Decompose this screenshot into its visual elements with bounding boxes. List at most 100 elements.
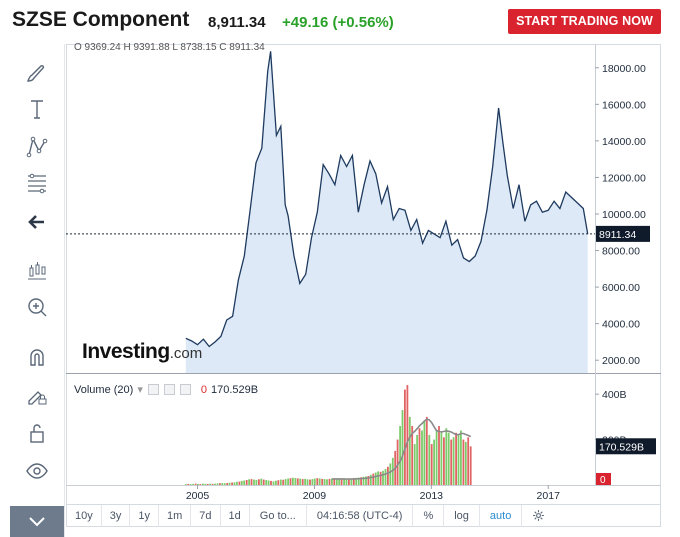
brush-tool[interactable] xyxy=(10,58,64,88)
volume-bar xyxy=(423,421,426,485)
back-arrow-icon xyxy=(28,215,44,229)
magnet-tool[interactable] xyxy=(10,342,64,372)
start-trading-button[interactable]: START TRADING NOW xyxy=(508,9,661,34)
volume-bar xyxy=(355,478,358,485)
volume-bar xyxy=(340,479,343,485)
fib-retracement-tool[interactable] xyxy=(10,168,64,198)
volume-bar xyxy=(187,483,190,485)
volume-bar xyxy=(304,478,306,485)
y-tick-label: 10000.00 xyxy=(602,209,646,221)
volume-bar xyxy=(216,483,219,485)
volume-bar xyxy=(275,480,277,485)
visibility-toggle-icon[interactable] xyxy=(163,384,175,395)
chart-settings-button[interactable] xyxy=(522,505,555,527)
period-3y[interactable]: 3y xyxy=(102,504,131,527)
logo-brand: Investing xyxy=(82,340,170,363)
volume-bar xyxy=(184,484,187,485)
period-7d[interactable]: 7d xyxy=(191,504,221,527)
measure-icon xyxy=(28,262,46,280)
volume-ma-line xyxy=(331,418,472,480)
volume-indicator-label: Volume (20) xyxy=(74,383,134,396)
volume-bar xyxy=(301,479,304,485)
measure-tool[interactable] xyxy=(10,256,64,286)
fib-retracement-icon xyxy=(28,173,46,194)
period-1m[interactable]: 1m xyxy=(159,504,192,527)
volume-bar xyxy=(367,475,370,485)
back-tool[interactable] xyxy=(10,207,64,237)
auto-scale-toggle[interactable]: auto xyxy=(480,504,523,527)
volume-bar xyxy=(438,426,440,485)
volume-bar xyxy=(435,430,438,485)
volume-bar xyxy=(335,479,338,485)
volume-bar xyxy=(382,470,384,485)
volume-bar xyxy=(430,444,433,485)
volume-bar xyxy=(202,483,204,485)
volume-bar xyxy=(197,483,199,485)
volume-bar xyxy=(272,481,275,485)
volume-bar xyxy=(228,482,231,485)
volume-bar xyxy=(270,480,272,485)
volume-bar xyxy=(345,478,348,485)
volume-bar xyxy=(231,482,233,485)
volume-bar xyxy=(284,479,287,485)
collapse-toolbar-button[interactable] xyxy=(10,506,64,537)
volume-bar xyxy=(265,480,268,485)
y-tick-label: 2000.00 xyxy=(602,355,640,367)
last-price: 8,911.34 xyxy=(208,14,266,31)
y-tick-label: 16000.00 xyxy=(602,99,646,111)
text-tool[interactable] xyxy=(10,94,64,124)
volume-bars xyxy=(184,385,472,486)
visibility-tool[interactable] xyxy=(10,456,64,486)
zoom-tool[interactable] xyxy=(10,292,64,322)
volume-bar xyxy=(311,479,314,485)
volume-dropdown-icon[interactable]: ▾ xyxy=(137,384,143,396)
settings-icon[interactable] xyxy=(147,384,159,395)
pattern-icon xyxy=(26,136,48,158)
period-1d[interactable]: 1d xyxy=(221,504,250,527)
ohlc-readout: O 9369.24 H 9391.88 L 8738.15 C 8911.34 xyxy=(74,42,265,53)
volume-zero-badge xyxy=(596,473,611,485)
volume-bar xyxy=(279,479,282,485)
volume-bar xyxy=(467,437,470,485)
drawing-toolbar xyxy=(10,44,65,537)
volume-bar xyxy=(360,477,362,485)
volume-bar xyxy=(321,478,324,485)
volume-bar xyxy=(455,432,457,485)
period-10y[interactable]: 10y xyxy=(67,504,102,527)
volume-bar xyxy=(226,483,229,485)
volume-bar xyxy=(440,432,443,485)
volume-bar xyxy=(326,479,328,485)
volume-bar xyxy=(372,473,375,485)
volume-bar xyxy=(452,437,455,485)
volume-bar xyxy=(248,479,250,485)
volume-bar xyxy=(408,416,411,485)
volume-bar xyxy=(413,444,416,485)
lock-drawing-tool[interactable] xyxy=(10,380,64,410)
close-icon[interactable] xyxy=(179,384,191,395)
log-scale-toggle[interactable]: log xyxy=(444,504,480,527)
unlock-tool[interactable] xyxy=(10,418,64,448)
percent-scale-toggle[interactable]: % xyxy=(413,504,445,527)
last-price-badge xyxy=(596,225,650,242)
volume-bar xyxy=(369,474,372,485)
price-chart[interactable]: 2000.00 4000.00 6000.00 8000.00 10000.00 1200… xyxy=(66,44,661,506)
x-tick-label: 2013 xyxy=(420,490,444,502)
eye-icon xyxy=(26,463,48,479)
volume-bar xyxy=(209,483,212,485)
volume-bar xyxy=(399,426,401,485)
volume-bar xyxy=(350,478,353,485)
volume-bar xyxy=(214,483,216,485)
volume-bar xyxy=(240,480,243,485)
volume-bar xyxy=(374,472,377,485)
volume-bar xyxy=(253,479,255,485)
volume-bar xyxy=(421,430,423,485)
volume-bar xyxy=(443,437,445,485)
goto-date-button[interactable]: Go to... xyxy=(250,504,307,527)
volume-bar xyxy=(211,483,214,485)
magnet-icon xyxy=(30,349,44,366)
y-tick-label: 18000.00 xyxy=(602,63,646,75)
volume-bar xyxy=(238,481,241,485)
volume-bar xyxy=(406,385,409,485)
period-1y[interactable]: 1y xyxy=(130,504,159,527)
pattern-tool[interactable] xyxy=(10,132,64,162)
